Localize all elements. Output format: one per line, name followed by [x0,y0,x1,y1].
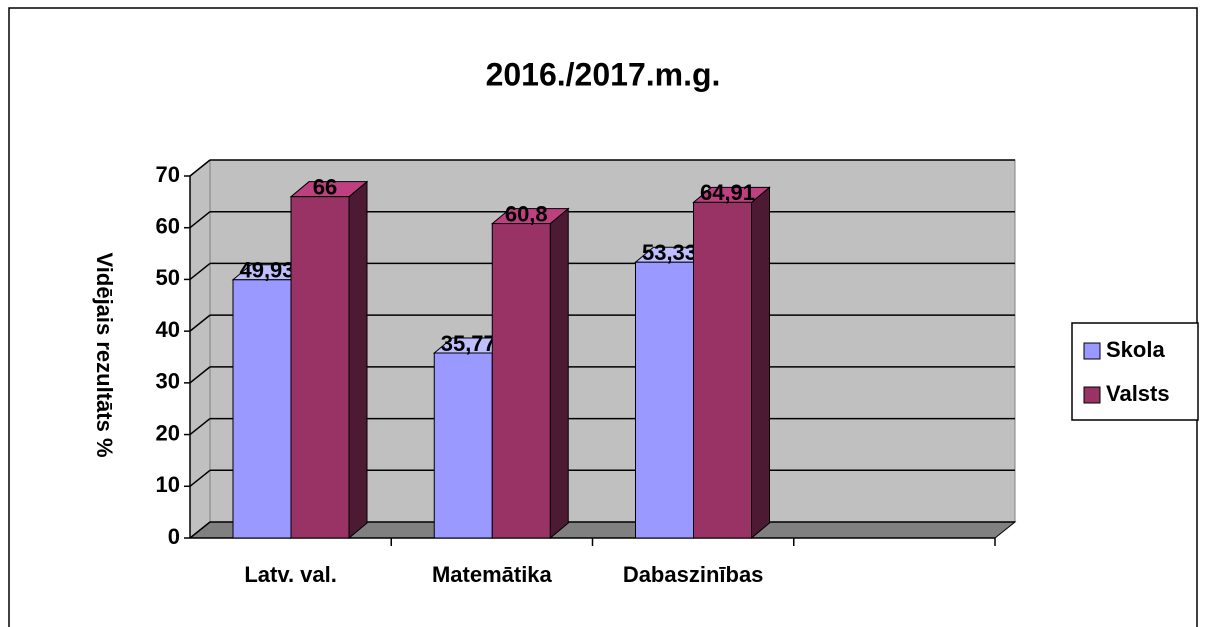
side-wall [189,158,211,540]
legend [1071,322,1199,421]
legend-swatch [1083,342,1101,360]
data-label: 53,33 [642,240,697,265]
bar [290,196,350,539]
grid-line [189,211,211,229]
grid-line [189,314,211,332]
bar-side [348,180,368,540]
y-tick-label: 0 [168,524,180,549]
y-tick-label: 40 [156,317,180,342]
bar [491,223,551,539]
grid-line [189,366,211,384]
bar [232,279,292,539]
y-tick-label: 70 [156,162,180,187]
x-tick-label: Matemātika [432,562,553,587]
bar [635,261,694,539]
y-tick-label: 60 [156,214,180,239]
y-tick-label: 20 [156,420,180,445]
chart-title: 2016./2017.m.g. [486,56,721,92]
grid-line [189,469,211,487]
bar-side [751,186,770,540]
x-tick-label: Dabaszinības [623,562,764,587]
bar-side [549,207,569,540]
bar [433,352,493,539]
data-label: 64,91 [700,180,755,205]
y-tick-label: 30 [156,369,180,394]
x-tick-label: Latv. val. [244,562,337,587]
data-label: 66 [313,174,337,199]
legend-label: Valsts [1106,381,1170,406]
grid-line [189,521,211,539]
y-tick-label: 50 [156,265,180,290]
data-label: 60,8 [505,201,548,226]
grid-line [189,417,211,436]
grid-line [189,159,211,177]
y-axis-label: Vidējais rezultāts % [92,252,117,457]
grid-line [189,262,211,281]
data-label: 49,93 [239,258,294,283]
data-label: 35,77 [441,331,496,356]
legend-label: Skola [1106,337,1165,362]
y-tick-label: 10 [156,472,180,497]
bar [693,201,752,539]
legend-swatch [1083,386,1101,404]
